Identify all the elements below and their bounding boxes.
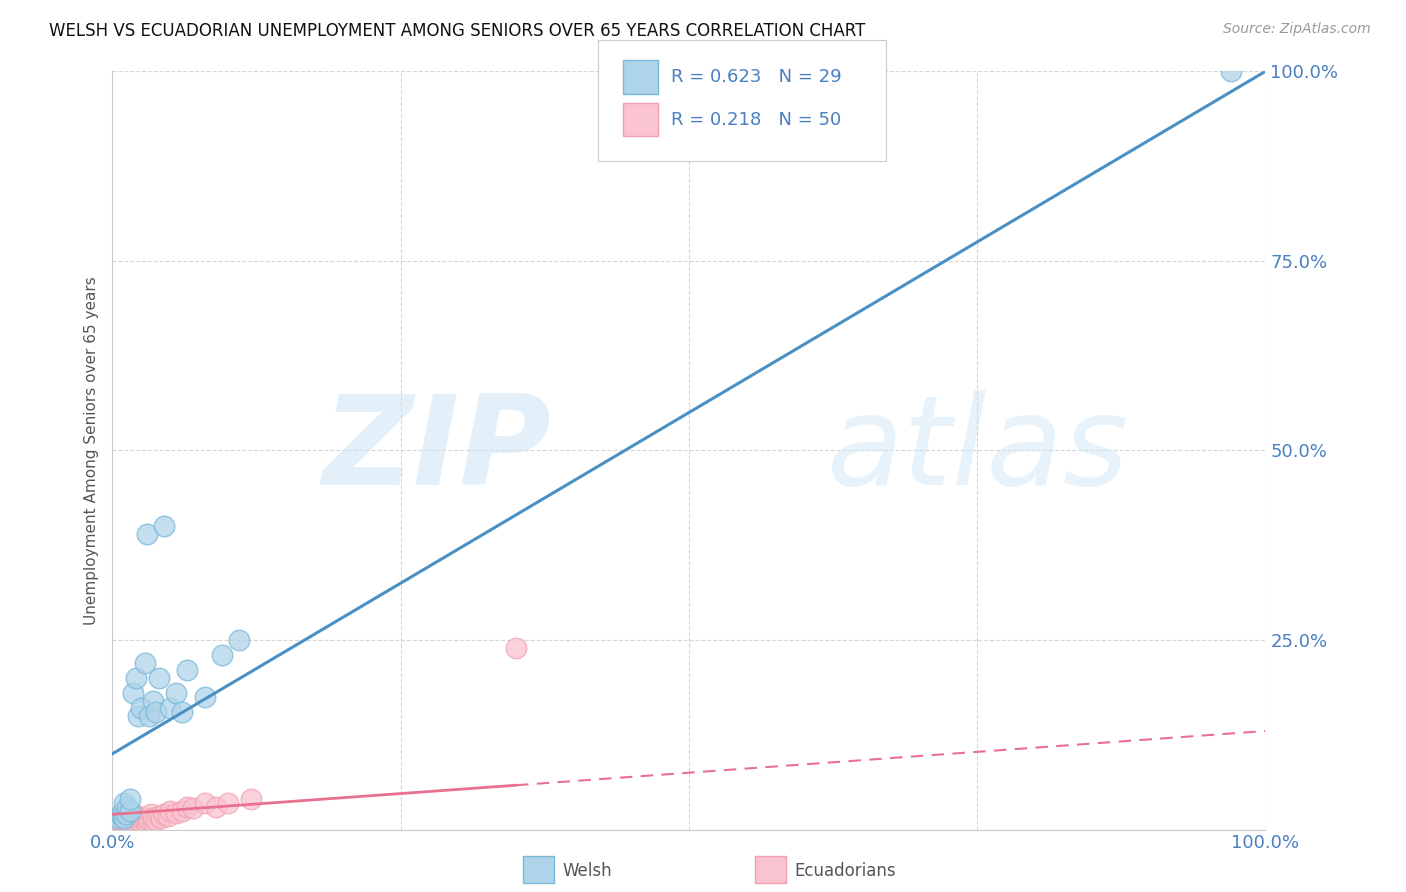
- Point: [148, 671, 170, 685]
- Point: [118, 819, 141, 833]
- Point: [170, 705, 193, 719]
- Point: [1219, 64, 1241, 78]
- Point: [108, 816, 131, 830]
- Point: [115, 815, 138, 830]
- Point: [129, 815, 153, 830]
- Point: [145, 705, 167, 719]
- Text: ZIP: ZIP: [322, 390, 551, 511]
- Point: [127, 809, 149, 823]
- Point: [142, 815, 165, 830]
- Point: [115, 811, 138, 825]
- Point: [117, 816, 139, 830]
- Point: [118, 811, 141, 825]
- Point: [112, 811, 135, 825]
- Text: atlas: atlas: [827, 390, 1129, 511]
- Text: Ecuadorians: Ecuadorians: [794, 862, 896, 880]
- Point: [118, 815, 141, 830]
- Point: [117, 800, 139, 814]
- Point: [228, 633, 250, 648]
- Point: [139, 807, 162, 822]
- Point: [217, 796, 239, 810]
- Y-axis label: Unemployment Among Seniors over 65 years: Unemployment Among Seniors over 65 years: [83, 277, 98, 624]
- Point: [156, 809, 179, 823]
- Point: [118, 792, 141, 806]
- Point: [107, 814, 129, 828]
- Text: Welsh: Welsh: [562, 862, 612, 880]
- Point: [194, 796, 217, 810]
- Point: [142, 811, 165, 825]
- Point: [115, 807, 138, 822]
- Point: [107, 815, 129, 830]
- Point: [149, 811, 172, 825]
- Point: [138, 814, 160, 828]
- Text: WELSH VS ECUADORIAN UNEMPLOYMENT AMONG SENIORS OVER 65 YEARS CORRELATION CHART: WELSH VS ECUADORIAN UNEMPLOYMENT AMONG S…: [49, 22, 866, 40]
- Point: [124, 811, 146, 825]
- Point: [112, 819, 135, 833]
- Point: [176, 664, 198, 678]
- Point: [153, 807, 176, 822]
- Point: [170, 804, 193, 818]
- Point: [211, 648, 233, 662]
- Point: [127, 708, 149, 723]
- Point: [111, 815, 134, 830]
- Point: [118, 804, 141, 818]
- Text: Source: ZipAtlas.com: Source: ZipAtlas.com: [1223, 22, 1371, 37]
- Point: [136, 526, 159, 541]
- Point: [124, 816, 146, 830]
- Point: [136, 816, 159, 830]
- Point: [505, 640, 527, 655]
- Point: [107, 811, 129, 825]
- Text: R = 0.623   N = 29: R = 0.623 N = 29: [671, 68, 841, 86]
- Point: [205, 800, 228, 814]
- Point: [110, 807, 132, 822]
- Point: [122, 816, 145, 830]
- Point: [129, 701, 153, 715]
- Point: [110, 815, 132, 830]
- Point: [159, 804, 181, 818]
- Point: [111, 809, 134, 823]
- Point: [127, 815, 149, 830]
- Point: [138, 708, 160, 723]
- Point: [134, 814, 156, 828]
- Point: [124, 671, 146, 685]
- Point: [112, 796, 135, 810]
- Point: [153, 519, 176, 533]
- Point: [111, 804, 134, 818]
- Point: [194, 690, 217, 704]
- Point: [165, 805, 187, 820]
- Point: [142, 694, 165, 708]
- Point: [134, 656, 156, 670]
- Point: [239, 792, 262, 806]
- Text: R = 0.218   N = 50: R = 0.218 N = 50: [671, 111, 841, 128]
- Point: [176, 800, 198, 814]
- Point: [111, 816, 134, 830]
- Point: [159, 701, 181, 715]
- Point: [122, 814, 145, 828]
- Point: [104, 816, 127, 830]
- Point: [136, 811, 159, 825]
- Point: [105, 816, 128, 830]
- Point: [112, 816, 135, 830]
- Point: [148, 809, 170, 823]
- Point: [112, 814, 135, 828]
- Point: [117, 814, 139, 828]
- Point: [129, 811, 153, 825]
- Point: [145, 814, 167, 828]
- Point: [122, 686, 145, 700]
- Point: [111, 814, 134, 828]
- Point: [165, 686, 187, 700]
- Point: [104, 815, 127, 830]
- Point: [181, 801, 204, 815]
